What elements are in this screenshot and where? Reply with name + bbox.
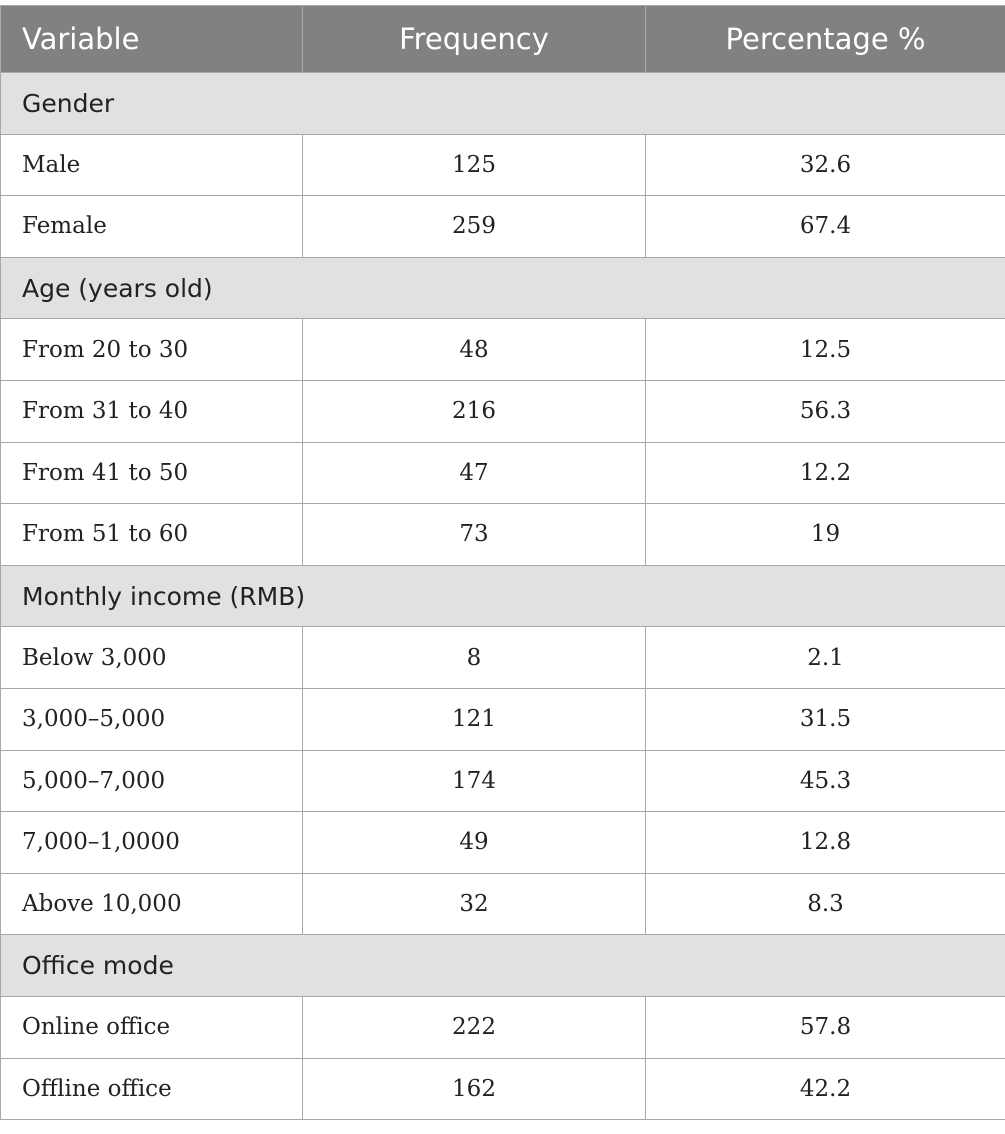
table-row: 7,000–1,0000 49 12.8	[0, 811, 1005, 874]
row-percentage: 8.3	[645, 872, 1005, 936]
header-percentage: Percentage %	[645, 5, 1005, 73]
row-label: 7,000–1,0000	[0, 811, 303, 874]
section-title: Office mode	[0, 934, 1005, 997]
section-title: Gender	[0, 72, 1005, 135]
table-row: From 20 to 30 48 12.5	[0, 318, 1005, 381]
row-label: Offline office	[0, 1057, 303, 1121]
table-row: Above 10,000 32 8.3	[0, 872, 1005, 936]
row-label: Below 3,000	[0, 626, 303, 689]
row-label: 3,000–5,000	[0, 687, 303, 751]
row-percentage: 2.1	[645, 626, 1005, 689]
row-label: From 41 to 50	[0, 441, 303, 505]
row-label: From 20 to 30	[0, 318, 303, 381]
row-frequency: 48	[302, 318, 646, 381]
header-frequency: Frequency	[302, 5, 646, 73]
row-percentage: 67.4	[645, 195, 1005, 258]
row-label: From 51 to 60	[0, 503, 303, 566]
section-title: Age (years old)	[0, 256, 1005, 320]
table-header-row: Variable Frequency Percentage %	[0, 5, 1005, 73]
table-row: Male 125 32.6	[0, 133, 1005, 197]
row-frequency: 73	[302, 503, 646, 566]
row-frequency: 8	[302, 626, 646, 689]
section-row-income: Monthly income (RMB)	[0, 564, 1005, 628]
row-label: Online office	[0, 995, 303, 1059]
table-row: Online office 222 57.8	[0, 995, 1005, 1059]
table-row: 3,000–5,000 121 31.5	[0, 687, 1005, 751]
row-frequency: 125	[302, 133, 646, 197]
section-row-office-mode: Office mode	[0, 934, 1005, 997]
row-frequency: 259	[302, 195, 646, 258]
table-row: 5,000–7,000 174 45.3	[0, 749, 1005, 813]
row-percentage: 31.5	[645, 687, 1005, 751]
row-percentage: 32.6	[645, 133, 1005, 197]
row-percentage: 45.3	[645, 749, 1005, 813]
row-frequency: 162	[302, 1057, 646, 1121]
section-title: Monthly income (RMB)	[0, 564, 1005, 628]
row-percentage: 12.8	[645, 811, 1005, 874]
row-percentage: 57.8	[645, 995, 1005, 1059]
table-row: From 41 to 50 47 12.2	[0, 441, 1005, 505]
row-label: From 31 to 40	[0, 379, 303, 443]
row-frequency: 32	[302, 872, 646, 936]
row-label: Above 10,000	[0, 872, 303, 936]
row-frequency: 174	[302, 749, 646, 813]
row-percentage: 12.5	[645, 318, 1005, 381]
row-frequency: 222	[302, 995, 646, 1059]
row-label: 5,000–7,000	[0, 749, 303, 813]
demographics-table: Variable Frequency Percentage % Gender M…	[0, 5, 1005, 1121]
row-percentage: 56.3	[645, 379, 1005, 443]
row-frequency: 49	[302, 811, 646, 874]
section-row-age: Age (years old)	[0, 256, 1005, 320]
row-label: Female	[0, 195, 303, 258]
table-row: From 51 to 60 73 19	[0, 503, 1005, 566]
table-row: From 31 to 40 216 56.3	[0, 379, 1005, 443]
row-percentage: 42.2	[645, 1057, 1005, 1121]
table-row: Female 259 67.4	[0, 195, 1005, 258]
section-row-gender: Gender	[0, 72, 1005, 135]
row-frequency: 216	[302, 379, 646, 443]
row-percentage: 12.2	[645, 441, 1005, 505]
table-row: Offline office 162 42.2	[0, 1057, 1005, 1121]
row-frequency: 47	[302, 441, 646, 505]
row-label: Male	[0, 133, 303, 197]
table-row: Below 3,000 8 2.1	[0, 626, 1005, 689]
row-percentage: 19	[645, 503, 1005, 566]
header-variable: Variable	[0, 5, 303, 73]
row-frequency: 121	[302, 687, 646, 751]
